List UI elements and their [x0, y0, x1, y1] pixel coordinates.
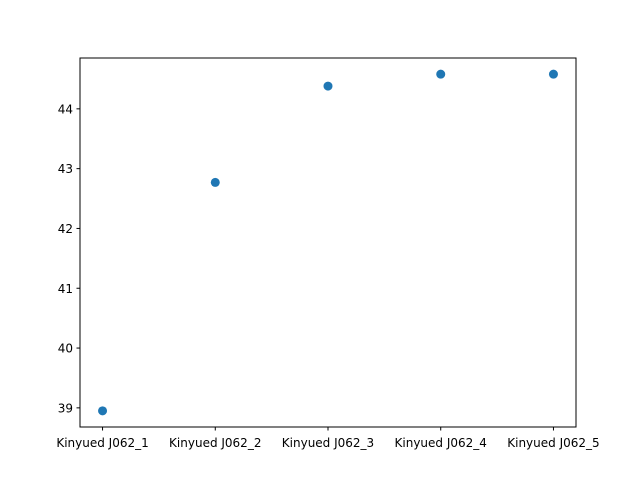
y-tick-label: 42: [58, 222, 73, 236]
x-tick-label: Kinyued J062_5: [507, 436, 599, 450]
x-tick-label: Kinyued J062_2: [169, 436, 261, 450]
data-point: [548, 69, 558, 79]
data-point: [323, 81, 333, 91]
x-tick-label: Kinyued J062_1: [56, 436, 148, 450]
y-tick-label: 41: [58, 282, 73, 296]
data-points: [98, 69, 558, 416]
y-tick-label: 40: [58, 342, 73, 356]
y-tick-label: 44: [58, 102, 73, 116]
y-tick-label: 43: [58, 162, 73, 176]
data-point: [98, 406, 108, 416]
y-axis: 39 40 41 42 43 44: [58, 102, 80, 415]
y-tick-label: 39: [58, 401, 73, 415]
x-tick-label: Kinyued J062_4: [395, 436, 487, 450]
x-tick-label: Kinyued J062_3: [282, 436, 374, 450]
data-point: [210, 177, 220, 187]
axes-frame: [79, 57, 577, 428]
x-axis: Kinyued J062_1 Kinyued J062_2 Kinyued J062…: [56, 427, 600, 450]
data-point: [436, 69, 446, 79]
